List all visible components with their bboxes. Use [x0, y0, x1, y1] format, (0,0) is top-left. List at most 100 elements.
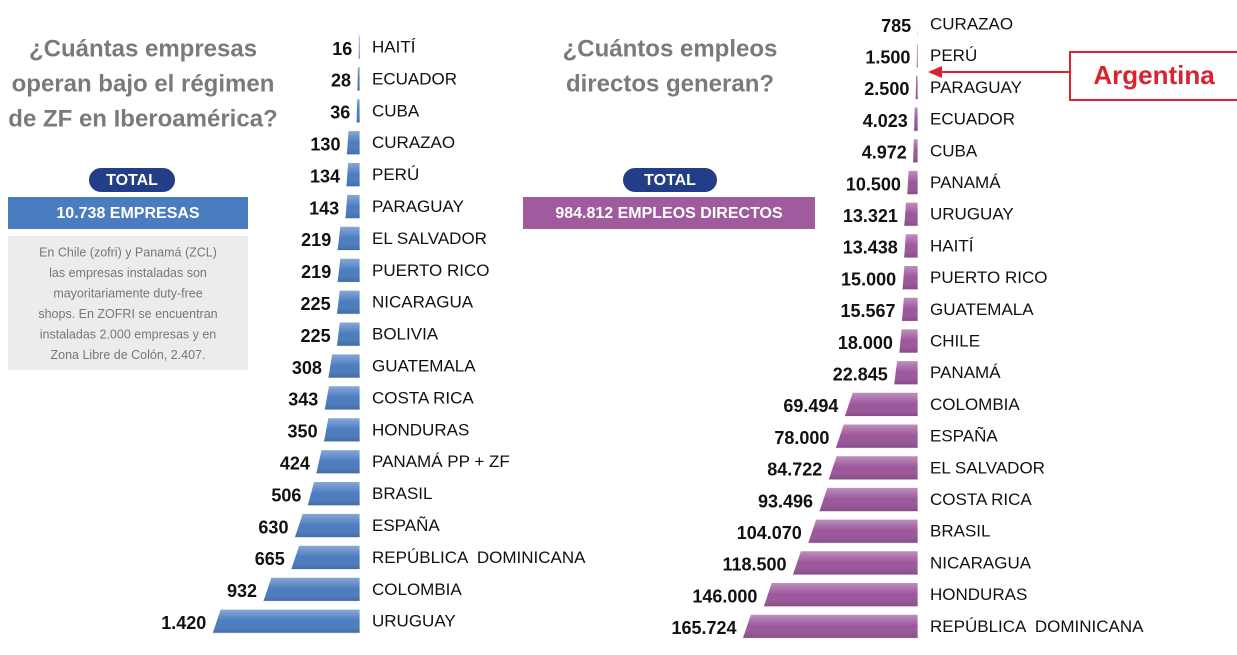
value-label: 506: [271, 485, 301, 505]
title-line: directos generan?: [566, 70, 774, 97]
bar: [327, 353, 361, 379]
note-line: En Chile (zofri) y Panamá (ZCL): [39, 245, 217, 259]
bar: [807, 518, 919, 544]
bar: [834, 423, 919, 449]
category-label: PARAGUAY: [930, 78, 1022, 97]
note-line: mayoritariamente duty-free: [53, 286, 202, 300]
value-label: 104.070: [737, 523, 802, 543]
value-label: 13.321: [843, 206, 898, 226]
value-label: 18.000: [838, 333, 893, 353]
bar: [336, 321, 361, 347]
value-label: 630: [258, 517, 288, 537]
category-label: URUGUAY: [372, 612, 456, 631]
bar: [336, 257, 361, 283]
title-line: ¿Cuántos empleos: [563, 35, 778, 62]
category-label: HONDURAS: [372, 420, 469, 439]
bar: [898, 328, 919, 354]
value-label: 28: [331, 71, 351, 91]
bar: [916, 11, 919, 37]
category-label: EL SALVADOR: [372, 229, 487, 248]
value-label: 2.500: [864, 79, 909, 99]
category-label: COLOMBIA: [372, 580, 462, 599]
bar: [741, 613, 919, 639]
category-label: CHILE: [930, 331, 980, 350]
bar: [906, 170, 919, 195]
category-label: PUERTO RICO: [930, 268, 1047, 287]
category-label: PERÚ: [372, 165, 419, 184]
category-label: GUATEMALA: [372, 356, 476, 375]
bar: [913, 106, 919, 132]
category-label: HAITÍ: [372, 37, 416, 56]
category-label: COSTA RICA: [930, 490, 1032, 509]
category-label: BRASIL: [372, 484, 432, 503]
bar: [323, 385, 361, 411]
category-label: ESPAÑA: [372, 516, 440, 535]
bar: [843, 391, 919, 417]
category-label: PANAMÁ: [930, 173, 1001, 192]
value-label: 1.500: [865, 47, 910, 67]
total-badge-text: TOTAL: [644, 172, 696, 189]
category-label: GUATEMALA: [930, 300, 1034, 319]
value-label: 15.000: [841, 269, 896, 289]
bar: [315, 449, 361, 475]
value-label: 118.500: [722, 555, 786, 575]
total-badge: [87, 166, 177, 194]
bar: [356, 66, 361, 92]
category-label: CURAZAO: [930, 14, 1013, 33]
bar: [901, 296, 919, 322]
value-label: 16: [332, 39, 352, 59]
note-box: [8, 236, 248, 370]
bar: [827, 455, 919, 481]
category-label: REPÚBLICA DOMINICANA: [372, 548, 586, 567]
bar: [903, 233, 919, 259]
note-line: instaladas 2.000 empresas y en: [40, 327, 217, 341]
title-line: operan bajo el régimen: [12, 70, 275, 97]
bar: [893, 360, 919, 386]
total-badge-text: TOTAL: [106, 172, 158, 189]
category-label: PANAMÁ PP + ZF: [372, 452, 510, 471]
value-label: 130: [310, 134, 340, 154]
bar: [336, 225, 361, 251]
total-box: [523, 197, 815, 229]
value-label: 93.496: [758, 491, 813, 511]
category-label: NICARAGUA: [930, 553, 1032, 572]
category-label: BRASIL: [930, 522, 990, 541]
category-label: PUERTO RICO: [372, 261, 489, 280]
value-label: 1.420: [161, 613, 206, 633]
value-label: 219: [301, 230, 331, 250]
value-label: 785: [881, 16, 911, 36]
bar: [323, 417, 361, 443]
value-label: 225: [301, 326, 331, 346]
category-label: HAITÍ: [930, 236, 974, 255]
value-label: 4.972: [862, 143, 907, 163]
category-label: ECUADOR: [372, 69, 457, 88]
category-label: NICARAGUA: [372, 293, 474, 312]
value-label: 134: [310, 166, 340, 186]
category-label: EL SALVADOR: [930, 458, 1045, 477]
value-label: 225: [301, 294, 331, 314]
bar: [293, 513, 361, 538]
value-label: 69.494: [783, 396, 838, 416]
total-box: [8, 197, 248, 229]
note-line: las empresas instaladas son: [49, 266, 207, 280]
bar: [762, 582, 919, 607]
bar: [912, 138, 919, 164]
bar: [818, 487, 919, 512]
value-label: 343: [288, 390, 318, 410]
category-label: ESPAÑA: [930, 427, 998, 446]
value-label: 10.500: [846, 174, 901, 194]
bar: [903, 201, 919, 227]
total-text: 984.812 EMPLEOS DIRECTOS: [555, 205, 783, 222]
total-text: 10.738 EMPRESAS: [56, 205, 200, 222]
note-line: Zona Libre de Colón, 2.407.: [51, 348, 206, 362]
annotation-arrowhead: [928, 66, 942, 78]
bar: [355, 98, 361, 124]
value-label: 15.567: [840, 301, 895, 321]
title-line: ¿Cuántas empresas: [29, 35, 257, 62]
bar: [345, 162, 361, 188]
bar: [901, 265, 919, 291]
value-label: 932: [227, 581, 257, 601]
category-label: ECUADOR: [930, 110, 1015, 129]
total-badge: [621, 166, 719, 194]
category-label: CUBA: [930, 141, 978, 160]
